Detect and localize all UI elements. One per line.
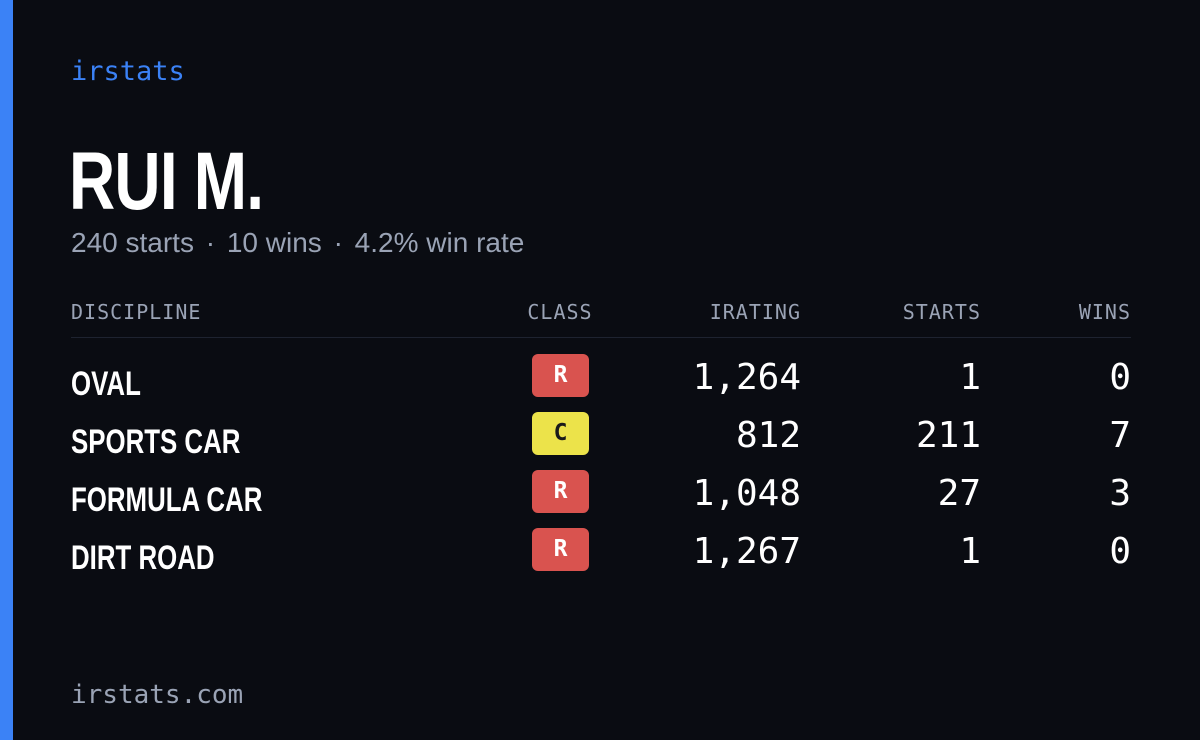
header-wins: WINS — [1078, 300, 1131, 324]
summary-separator: · — [333, 227, 343, 258]
summary-separator: · — [205, 227, 216, 258]
starts-value: 211 — [915, 415, 981, 456]
wins-value: 0 — [1109, 531, 1131, 572]
wins-value: 0 — [1109, 357, 1131, 398]
irating-value: 1,267 — [692, 531, 801, 572]
starts-summary: 240 starts — [71, 227, 194, 258]
footer-url[interactable]: irstats.com — [71, 680, 244, 710]
table-row: DIRT ROAD R 1,267 1 0 — [71, 526, 1131, 584]
wins-value: 3 — [1109, 473, 1131, 514]
table-row: OVAL R 1,264 1 0 — [71, 352, 1131, 410]
starts-value: 1 — [959, 357, 981, 398]
driver-summary: 240 starts · 10 wins · 4.2% win rate — [71, 227, 524, 259]
starts-value: 27 — [937, 473, 981, 514]
brand-label: irstats — [71, 56, 185, 87]
discipline-name: OVAL — [71, 365, 141, 403]
wins-summary: 10 wins — [226, 227, 322, 258]
class-badge: C — [532, 412, 589, 455]
header-class: CLASS — [527, 300, 593, 324]
class-badge: R — [532, 354, 589, 397]
header-discipline: DISCIPLINE — [71, 300, 202, 324]
wins-value: 7 — [1109, 415, 1131, 456]
irating-value: 1,264 — [692, 357, 801, 398]
class-badge: R — [532, 470, 589, 513]
table-row: FORMULA CAR R 1,048 27 3 — [71, 468, 1131, 526]
discipline-name: DIRT ROAD — [71, 539, 215, 577]
irating-value: 812 — [735, 415, 801, 456]
header-divider — [71, 337, 1131, 338]
winrate-summary: 4.2% win rate — [354, 227, 525, 258]
irating-value: 1,048 — [692, 473, 801, 514]
class-badge: R — [532, 528, 589, 571]
discipline-name: SPORTS CAR — [71, 423, 241, 461]
header-starts: STARTS — [902, 300, 981, 324]
table-row: SPORTS CAR C 812 211 7 — [71, 410, 1131, 468]
driver-name: RUI M. — [69, 136, 264, 227]
discipline-table: OVAL R 1,264 1 0 SPORTS CAR C 812 211 7 … — [71, 352, 1131, 584]
discipline-name: FORMULA CAR — [71, 481, 263, 519]
table-header: DISCIPLINE CLASS IRATING STARTS WINS — [71, 300, 1131, 330]
header-irating: IRATING — [709, 300, 801, 324]
accent-bar — [0, 0, 13, 740]
starts-value: 1 — [959, 531, 981, 572]
